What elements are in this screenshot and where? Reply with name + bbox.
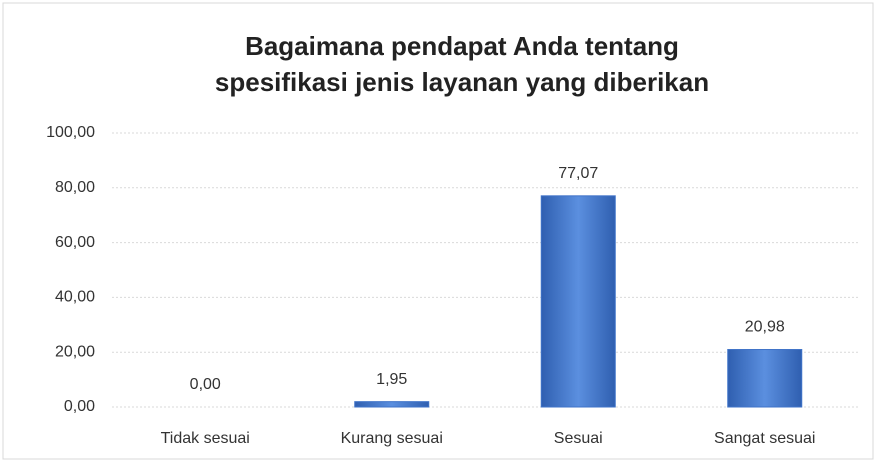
x-tick-label: Tidak sesuai xyxy=(161,430,250,447)
value-label: 0,00 xyxy=(190,376,221,393)
chart-title: spesifikasi jenis layanan yang diberikan xyxy=(215,67,709,97)
x-tick-label: Sangat sesuai xyxy=(714,430,815,447)
value-label: 77,07 xyxy=(558,165,598,182)
bar xyxy=(727,349,803,408)
bar xyxy=(354,401,430,408)
y-tick-label: 80,00 xyxy=(55,179,95,196)
y-tick-label: 40,00 xyxy=(55,289,95,306)
y-tick-label: 100,00 xyxy=(46,124,95,141)
value-label: 20,98 xyxy=(745,319,785,336)
bar xyxy=(540,195,616,408)
y-tick-label: 0,00 xyxy=(64,398,95,415)
x-tick-label: Sesuai xyxy=(554,430,603,447)
y-tick-label: 20,00 xyxy=(55,343,95,360)
y-tick-label: 60,00 xyxy=(55,234,95,251)
x-tick-label: Kurang sesuai xyxy=(341,430,443,447)
chart-title: Bagaimana pendapat Anda tentang xyxy=(245,31,679,61)
value-label: 1,95 xyxy=(376,371,407,388)
